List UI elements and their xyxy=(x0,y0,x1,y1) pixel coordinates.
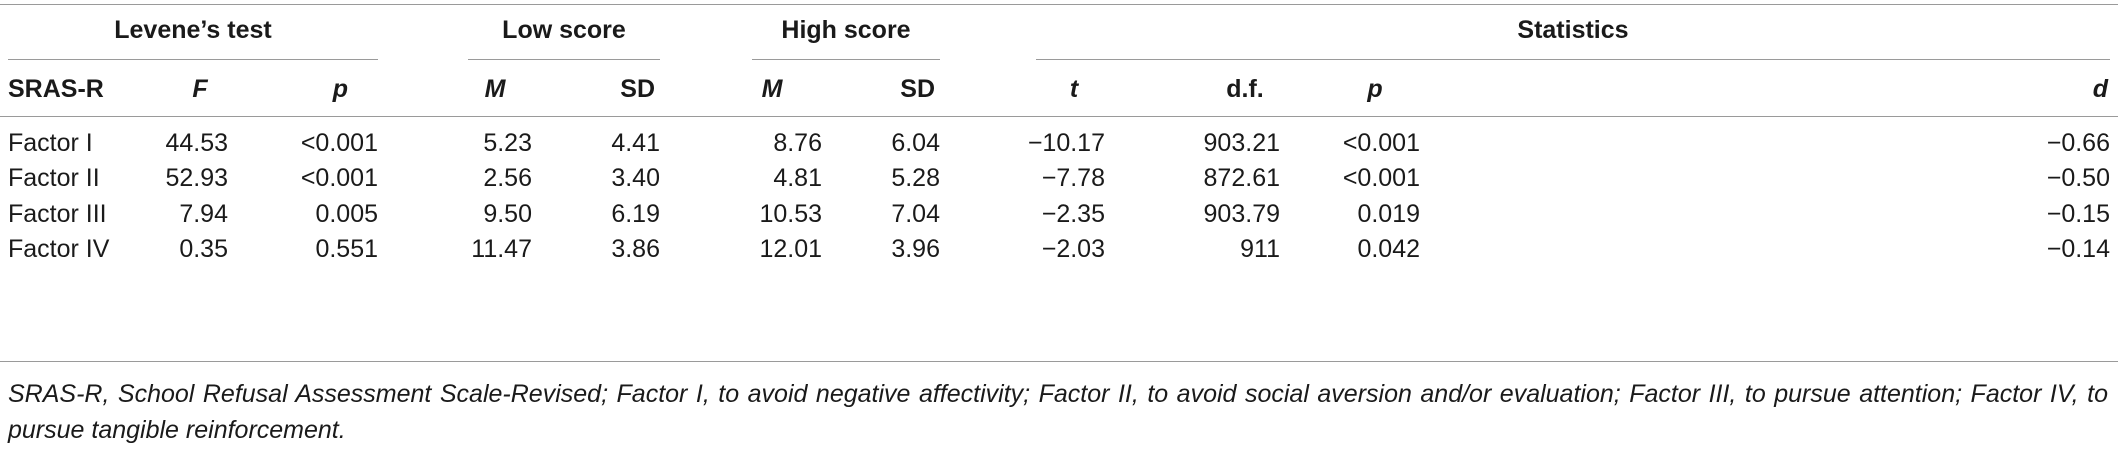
group-header-statistics: Statistics xyxy=(1517,16,1629,44)
cell-M-low: 2.56 xyxy=(483,164,532,192)
cell-SD-low: 6.19 xyxy=(611,200,660,228)
cell-F: 0.35 xyxy=(179,235,228,263)
cell-d: −0.14 xyxy=(2046,235,2110,263)
cell-p-stats: 0.019 xyxy=(1357,200,1420,228)
cell-M-high: 10.53 xyxy=(759,200,822,228)
col-header-M-high: M xyxy=(761,75,783,103)
table-footnote: SRAS-R, School Refusal Assessment Scale-… xyxy=(8,380,2108,444)
cell-p-levene: 0.005 xyxy=(315,200,378,228)
cell-SD-low: 3.40 xyxy=(611,164,660,192)
group-header-high-score: High score xyxy=(781,16,911,44)
cell-SD-high: 5.28 xyxy=(891,164,940,192)
col-header-p-stats: p xyxy=(1367,75,1383,103)
cell-d: −0.66 xyxy=(2046,129,2110,157)
cell-p-stats: 0.042 xyxy=(1357,235,1420,263)
cell-df: 903.21 xyxy=(1203,129,1280,157)
cell-F: 52.93 xyxy=(165,164,228,192)
cell-p-stats: <0.001 xyxy=(1342,164,1420,192)
cell-M-high: 4.81 xyxy=(773,164,822,192)
cell-df: 903.79 xyxy=(1203,200,1280,228)
col-header-df: d.f. xyxy=(1226,75,1264,103)
levene-underline xyxy=(8,59,378,60)
cell-F: 7.94 xyxy=(179,200,228,228)
col-header-SD-low: SD xyxy=(620,75,655,103)
cell-p-stats: <0.001 xyxy=(1342,129,1420,157)
cell-SD-low: 4.41 xyxy=(611,129,660,157)
cell-M-high: 12.01 xyxy=(759,235,822,263)
cell-M-high: 8.76 xyxy=(773,129,822,157)
row-label: Factor I xyxy=(8,129,93,157)
high-score-underline xyxy=(752,59,940,60)
cell-t: −7.78 xyxy=(1041,164,1105,192)
col-header-p-levene: p xyxy=(332,75,348,103)
cell-p-levene: <0.001 xyxy=(300,129,378,157)
cell-SD-high: 3.96 xyxy=(891,235,940,263)
cell-SD-low: 3.86 xyxy=(611,235,660,263)
cell-p-levene: <0.001 xyxy=(300,164,378,192)
cell-M-low: 5.23 xyxy=(483,129,532,157)
cell-d: −0.50 xyxy=(2046,164,2110,192)
col-header-d: d xyxy=(2092,75,2108,103)
cell-M-low: 11.47 xyxy=(471,235,532,263)
col-header-F: F xyxy=(192,75,208,103)
group-header-levene: Levene’s test xyxy=(114,16,272,44)
cell-t: −10.17 xyxy=(1027,129,1105,157)
cell-t: −2.35 xyxy=(1041,200,1105,228)
group-header-low-score: Low score xyxy=(502,16,626,44)
col-header-variable: SRAS-R xyxy=(8,75,104,103)
row-label: Factor III xyxy=(8,200,107,228)
cell-df: 911 xyxy=(1240,235,1280,263)
cell-M-low: 9.50 xyxy=(483,200,532,228)
row-label: Factor II xyxy=(8,164,100,192)
statistics-underline xyxy=(1036,59,2110,60)
col-header-t: t xyxy=(1069,75,1079,103)
cell-F: 44.53 xyxy=(165,129,228,157)
cell-SD-high: 6.04 xyxy=(891,129,940,157)
col-header-SD-high: SD xyxy=(900,75,935,103)
row-label: Factor IV xyxy=(8,235,110,263)
cell-df: 872.61 xyxy=(1203,164,1280,192)
top-rule xyxy=(0,4,2118,5)
bottom-rule xyxy=(0,361,2118,362)
low-score-underline xyxy=(468,59,660,60)
header-rule xyxy=(0,116,2118,117)
cell-d: −0.15 xyxy=(2046,200,2110,228)
cell-t: −2.03 xyxy=(1041,235,1105,263)
cell-p-levene: 0.551 xyxy=(315,235,378,263)
cell-SD-high: 7.04 xyxy=(891,200,940,228)
col-header-M-low: M xyxy=(484,75,506,103)
